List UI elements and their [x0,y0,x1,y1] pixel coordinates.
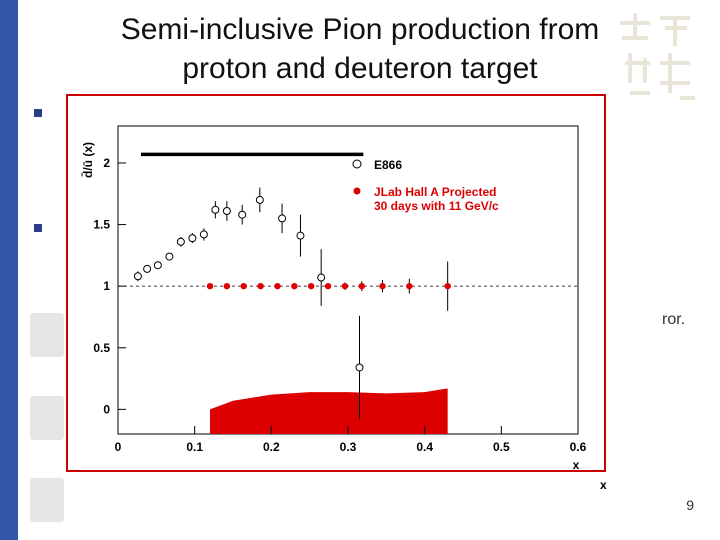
bullet-marker [34,224,42,232]
e866-data-point [317,273,326,282]
x-tick-label: 0.4 [416,440,433,454]
bullet-marker [34,109,42,117]
e866-data-point [278,214,287,223]
left-accent-bar [0,0,18,540]
slide-number: 9 [686,497,694,513]
jlab-projected-point [358,282,365,290]
systematic-error-band [210,388,448,434]
decor-tile [30,396,64,440]
e866-data-point [211,205,220,214]
watermark-seal-icon [620,13,695,100]
x-tick-label: 0 [115,440,122,454]
y-tick-label: 0.5 [93,341,110,355]
x-tick-label: 0.3 [340,440,357,454]
jlab-projected-point [308,282,315,290]
jlab-projected-point [257,282,264,290]
jlab-projected-point [291,282,298,290]
x-tick-label: 0.6 [570,440,587,454]
slide-title: Semi-inclusive Pion production from prot… [40,10,680,88]
y-tick-label: 2 [103,156,110,170]
y-tick-label: 0 [103,402,110,416]
e866-data-point [355,363,364,372]
jlab-projected-point [206,282,214,290]
e866-data-point [153,261,162,270]
jlab-projected-point [240,282,247,290]
e866-data-point [296,231,305,240]
title-line-1: Semi-inclusive Pion production from [120,13,600,46]
decor-tile [30,478,64,522]
jlab-projected-point [324,282,332,290]
chart-plot: 0 0.1 0.2 0.3 0.4 0.5 0.6 0 0.5 1 1.5 2 E866 JLab H… [66,94,606,472]
partial-body-text: ror. [662,311,686,328]
jlab-projected-point [223,282,231,290]
y-tick-label: 1.5 [93,218,110,232]
y-axis-label: d̄/ū (x) [81,142,95,178]
y-tick-label: 1 [103,279,110,293]
jlab-projected-point [406,282,413,290]
e866-data-point [133,272,142,281]
legend-marker-e866 [352,159,362,169]
e866-data-point [199,230,208,239]
x-tick-label: 0.1 [186,440,203,454]
legend-label-e866: E866 [374,158,402,172]
e866-data-point [238,210,247,219]
e866-data-point [165,252,174,261]
jlab-projected-point [341,282,349,290]
e866-data-point [222,207,231,216]
jlab-projected-point [274,282,281,290]
title-line-2: proton and deuteron target [182,52,538,85]
x-tick-label: 0.2 [263,440,280,454]
e866-data-point [143,264,152,273]
e866-data-point [188,234,197,243]
legend-marker-jlab [353,187,361,195]
jlab-projected-point [444,282,451,290]
e866-data-point [255,195,264,204]
x-tick-label: 0.5 [493,440,510,454]
bottom-axis-label: x [600,478,607,492]
e866-data-point [176,237,185,246]
legend-label-jlab: JLab Hall A Projected [374,185,496,199]
decor-tile [30,313,64,357]
x-axis-label: x [573,458,580,472]
legend-label-jlab-detail: 30 days with 11 GeV/c [374,199,499,213]
jlab-projected-point [379,282,386,290]
